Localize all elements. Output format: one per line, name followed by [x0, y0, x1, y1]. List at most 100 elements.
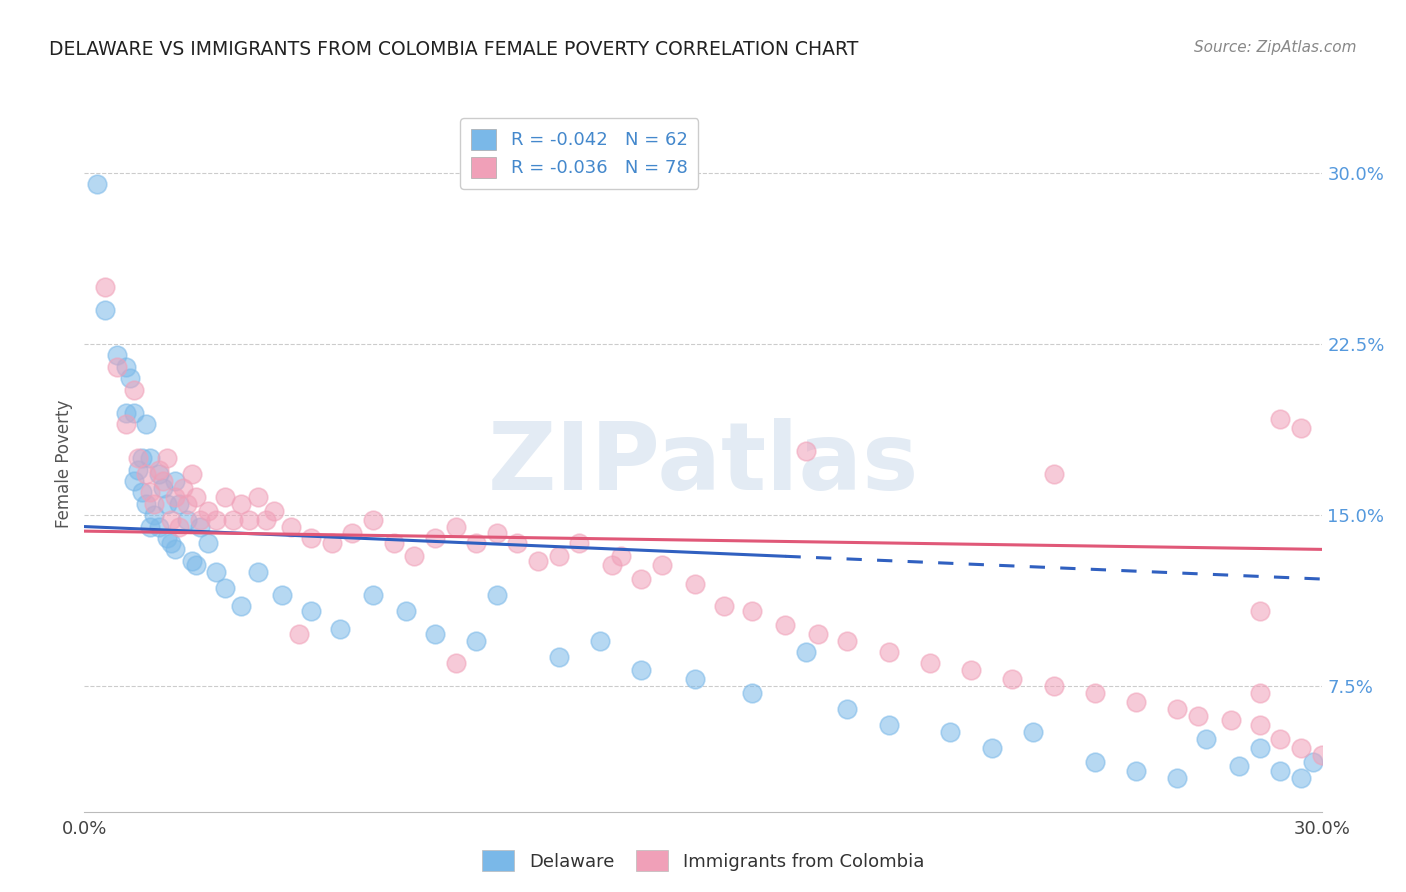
Point	[86, 178, 108, 192]
Point	[135, 467, 157, 482]
Point	[246, 490, 269, 504]
Point	[1084, 686, 1107, 700]
Point	[1084, 755, 1107, 769]
Point	[939, 724, 962, 739]
Point	[127, 462, 149, 476]
Point	[465, 535, 488, 549]
Point	[683, 673, 706, 687]
Point	[184, 558, 207, 573]
Point	[139, 519, 162, 533]
Point	[122, 474, 145, 488]
Point	[160, 535, 183, 549]
Point	[683, 576, 706, 591]
Point	[321, 535, 343, 549]
Point	[775, 617, 797, 632]
Point	[630, 663, 652, 677]
Legend: R = -0.042   N = 62, R = -0.036   N = 78: R = -0.042 N = 62, R = -0.036 N = 78	[460, 118, 699, 188]
Point	[918, 657, 941, 671]
Point	[139, 451, 162, 466]
Point	[1042, 679, 1064, 693]
Point	[1219, 714, 1241, 728]
Point	[148, 519, 170, 533]
Point	[651, 558, 673, 573]
Point	[271, 588, 294, 602]
Point	[1249, 604, 1271, 618]
Point	[94, 302, 117, 317]
Point	[794, 444, 817, 458]
Point	[877, 718, 900, 732]
Point	[197, 535, 219, 549]
Point	[361, 513, 384, 527]
Point	[176, 497, 198, 511]
Point	[135, 497, 157, 511]
Point	[485, 526, 508, 541]
Point	[395, 604, 418, 618]
Point	[127, 451, 149, 466]
Point	[118, 371, 141, 385]
Point	[165, 542, 187, 557]
Point	[114, 417, 136, 431]
Point	[589, 633, 612, 648]
Point	[105, 359, 128, 374]
Point	[1289, 771, 1312, 785]
Point	[1125, 764, 1147, 778]
Text: DELAWARE VS IMMIGRANTS FROM COLOMBIA FEMALE POVERTY CORRELATION CHART: DELAWARE VS IMMIGRANTS FROM COLOMBIA FEM…	[49, 40, 859, 59]
Point	[568, 535, 591, 549]
Point	[143, 508, 166, 523]
Point	[1042, 467, 1064, 482]
Point	[547, 649, 569, 664]
Point	[180, 554, 202, 568]
Point	[1166, 702, 1188, 716]
Point	[105, 349, 128, 363]
Point	[741, 686, 763, 700]
Point	[1249, 740, 1271, 755]
Point	[280, 519, 302, 533]
Point	[114, 405, 136, 419]
Point	[329, 622, 352, 636]
Point	[229, 497, 252, 511]
Point	[382, 535, 405, 549]
Point	[167, 497, 190, 511]
Point	[444, 657, 467, 671]
Point	[713, 599, 735, 614]
Point	[1125, 695, 1147, 709]
Point	[263, 503, 285, 517]
Point	[94, 280, 117, 294]
Point	[299, 531, 322, 545]
Point	[188, 513, 211, 527]
Point	[1310, 747, 1333, 762]
Point	[807, 627, 830, 641]
Point	[741, 604, 763, 618]
Point	[1302, 755, 1324, 769]
Point	[131, 485, 153, 500]
Legend: Delaware, Immigrants from Colombia: Delaware, Immigrants from Colombia	[475, 843, 931, 879]
Point	[152, 474, 174, 488]
Point	[197, 503, 219, 517]
Point	[143, 497, 166, 511]
Point	[1227, 759, 1250, 773]
Point	[135, 417, 157, 431]
Point	[139, 485, 162, 500]
Point	[167, 519, 190, 533]
Point	[1351, 673, 1374, 687]
Point	[288, 627, 311, 641]
Point	[1351, 679, 1374, 693]
Point	[148, 462, 170, 476]
Point	[1195, 731, 1218, 746]
Point	[527, 554, 550, 568]
Point	[361, 588, 384, 602]
Point	[794, 645, 817, 659]
Point	[156, 497, 179, 511]
Point	[122, 405, 145, 419]
Point	[342, 526, 364, 541]
Point	[1249, 686, 1271, 700]
Point	[165, 490, 187, 504]
Point	[1001, 673, 1024, 687]
Point	[837, 702, 859, 716]
Point	[960, 663, 983, 677]
Point	[238, 513, 260, 527]
Point	[205, 565, 228, 579]
Point	[1270, 412, 1292, 426]
Point	[423, 627, 446, 641]
Point	[176, 513, 198, 527]
